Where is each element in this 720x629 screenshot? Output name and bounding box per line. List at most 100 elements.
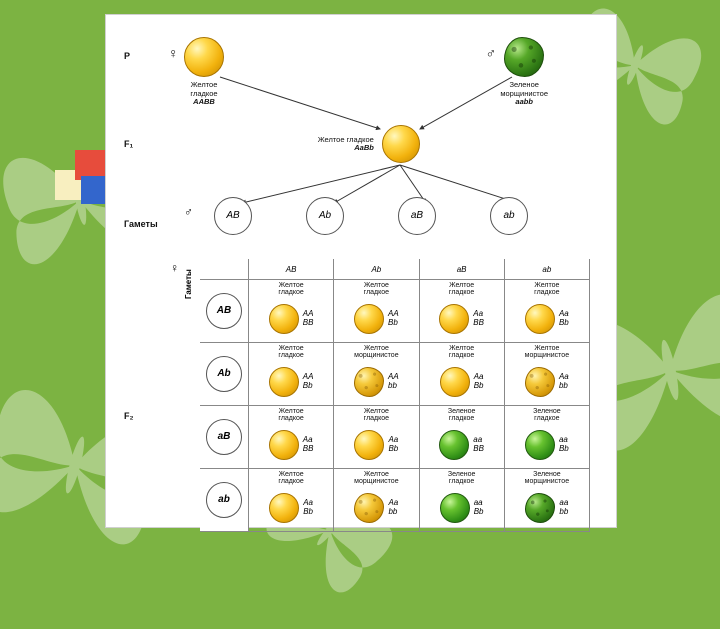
col-gamete: Ab xyxy=(334,259,419,280)
label-F1: F₁ xyxy=(124,139,133,149)
male-gamete: aB xyxy=(398,197,436,235)
cell-pea xyxy=(439,304,469,334)
row-gamete: Ab xyxy=(200,343,249,406)
male-gamete: Ab xyxy=(306,197,344,235)
female-symbol-small: ♀ xyxy=(170,261,179,275)
punnett-cell: Зеленоегладкое aaBb xyxy=(504,406,589,469)
label-P: P xyxy=(124,51,130,61)
cell-pea xyxy=(354,493,384,523)
male-gamete: AB xyxy=(214,197,252,235)
female-symbol: ♀ xyxy=(168,45,179,61)
cell-pea xyxy=(439,430,469,460)
cell-genotype: AaBb xyxy=(388,436,398,453)
cell-genotype: AaBb xyxy=(559,310,569,327)
punnett-cell: Желтоегладкое AABb xyxy=(334,280,419,343)
col-gamete: AB xyxy=(249,259,334,280)
cell-phenotype: Зеленоеморщинистое xyxy=(507,470,587,486)
male-gametes-row: ♂ ABAbaBab xyxy=(210,197,588,245)
punnett-cell: Желтоегладкое AaBB xyxy=(249,406,334,469)
parent-female-genotype: AABB xyxy=(193,97,215,106)
punnett-cell: Желтоегладкое AaBb xyxy=(504,280,589,343)
male-symbol-small: ♂ xyxy=(184,205,193,219)
cell-genotype: Aabb xyxy=(388,499,398,516)
cell-pea xyxy=(440,367,470,397)
f1-block: Желтое гладкое AaBb xyxy=(294,125,444,163)
punnett-cell: Желтоегладкое AaBB xyxy=(419,280,504,343)
punnett-cell: Желтоегладкое AABB xyxy=(249,280,334,343)
male-symbol: ♂ xyxy=(486,45,497,61)
row-gamete: aB xyxy=(200,406,249,469)
cell-pea xyxy=(269,430,299,460)
f1-pea xyxy=(382,125,420,163)
cell-phenotype: Зеленоегладкое xyxy=(422,470,502,486)
cell-phenotype: Желтоеморщинистое xyxy=(336,344,416,360)
cell-pea xyxy=(269,304,299,334)
cell-pea xyxy=(354,430,384,460)
cell-phenotype: Желтоегладкое xyxy=(507,281,587,297)
male-gamete: ab xyxy=(490,197,528,235)
punnett-cell: Желтоеморщинистое Aabb xyxy=(334,469,419,532)
cell-phenotype: Желтоегладкое xyxy=(336,281,416,297)
col-gamete: ab xyxy=(504,259,589,280)
cell-genotype: AaBb xyxy=(474,373,484,390)
cell-genotype: AABb xyxy=(388,310,399,327)
cell-phenotype: Желтоеморщинистое xyxy=(336,470,416,486)
punnett-cell: Желтоеморщинистое AAbb xyxy=(334,343,419,406)
parent-male-phenotype: Зеленоеморщинистое xyxy=(500,80,548,97)
cell-genotype: AABB xyxy=(303,310,314,327)
punnett-cell: Желтоегладкое AABb xyxy=(249,343,334,406)
parent-female: Желтоегладкое AABB xyxy=(184,37,224,106)
cell-pea xyxy=(354,367,384,397)
punnett-cell: Желтоегладкое AaBb xyxy=(334,406,419,469)
cell-phenotype: Желтоегладкое xyxy=(251,344,331,360)
cell-phenotype: Зеленоегладкое xyxy=(422,407,502,423)
cell-genotype: AaBB xyxy=(473,310,484,327)
cell-pea xyxy=(525,367,555,397)
cell-pea xyxy=(440,493,470,523)
cell-pea xyxy=(525,304,555,334)
punnett-cell: Желтоегладкое AaBb xyxy=(249,469,334,532)
cell-genotype: aaBB xyxy=(473,436,484,453)
cell-phenotype: Зеленоегладкое xyxy=(507,407,587,423)
cell-pea xyxy=(525,430,555,460)
label-F2: F₂ xyxy=(124,411,134,421)
parents-row: ♀ Желтоегладкое AABB ♂ Зеленоеморщинисто… xyxy=(174,31,548,121)
gametes-axis-label: Гаметы xyxy=(184,269,193,299)
parent-female-phenotype: Желтоегладкое xyxy=(190,80,217,97)
row-gamete: ab xyxy=(200,469,249,532)
punnett-cell: Зеленоеморщинистое aabb xyxy=(504,469,589,532)
cell-pea xyxy=(269,493,299,523)
parent-male: Зеленоеморщинистое aabb xyxy=(500,37,548,106)
cell-phenotype: Желтоегладкое xyxy=(251,281,331,297)
punnett-cell: Желтоегладкое AaBb xyxy=(419,343,504,406)
label-gametes: Гаметы xyxy=(124,219,158,229)
col-gamete: aB xyxy=(419,259,504,280)
cell-genotype: AABb xyxy=(303,373,314,390)
cell-genotype: Aabb xyxy=(559,373,569,390)
cell-phenotype: Желтоегладкое xyxy=(422,281,502,297)
cell-phenotype: Желтоегладкое xyxy=(336,407,416,423)
f1-genotype: AaBb xyxy=(354,143,374,152)
cell-phenotype: Желтоеморщинистое xyxy=(507,344,587,360)
cell-genotype: aaBb xyxy=(474,499,484,516)
cell-phenotype: Желтоегладкое xyxy=(251,470,331,486)
cell-genotype: aabb xyxy=(559,499,568,516)
cell-genotype: AAbb xyxy=(388,373,399,390)
parent-male-genotype: aabb xyxy=(515,97,533,106)
cell-genotype: AaBB xyxy=(303,436,314,453)
row-gamete: AB xyxy=(200,280,249,343)
cell-phenotype: Желтоегладкое xyxy=(422,344,502,360)
cell-genotype: AaBb xyxy=(303,499,313,516)
cell-pea xyxy=(269,367,299,397)
diagram-panel: P F₁ Гаметы F₂ ♀ Желтоегладкое AABB ♂ Зе… xyxy=(105,14,617,528)
cell-pea xyxy=(354,304,384,334)
parent-female-pea xyxy=(184,37,224,77)
punnett-cell: Зеленоегладкое aaBb xyxy=(419,469,504,532)
cell-genotype: aaBb xyxy=(559,436,569,453)
punnett-cell: Зеленоегладкое aaBB xyxy=(419,406,504,469)
punnett-cell: Желтоеморщинистое Aabb xyxy=(504,343,589,406)
punnett-square: Гаметы ♀ ABAbaBabABЖелтоегладкоеAABBЖелт… xyxy=(200,259,590,519)
parent-male-pea xyxy=(504,37,544,77)
cell-phenotype: Желтоегладкое xyxy=(251,407,331,423)
cell-pea xyxy=(525,493,555,523)
